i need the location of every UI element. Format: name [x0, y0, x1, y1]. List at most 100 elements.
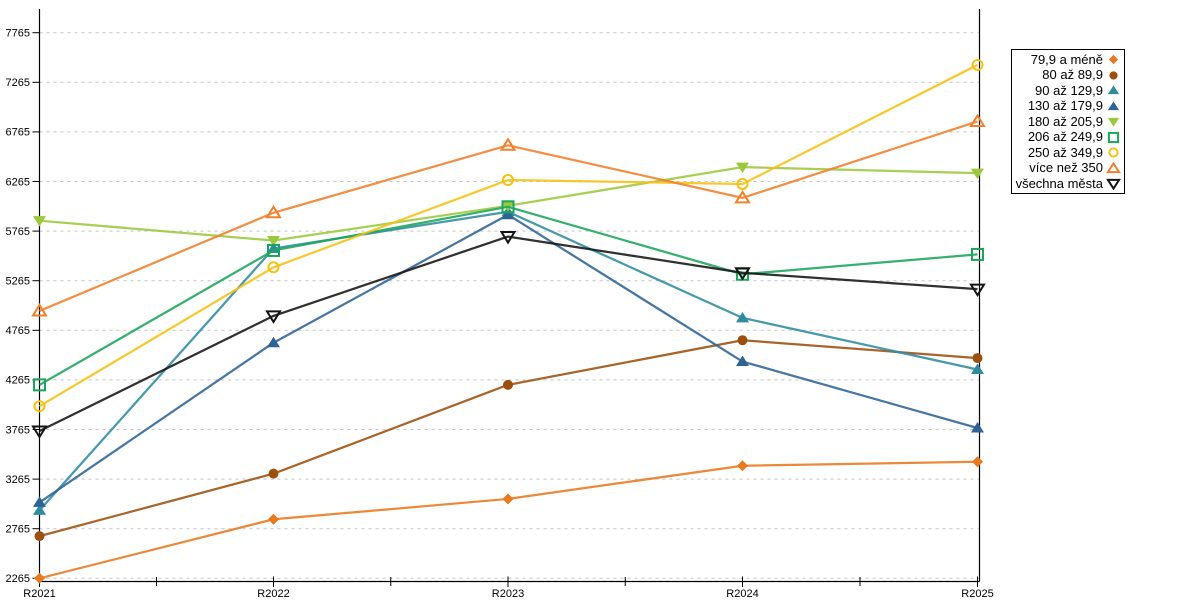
- data-point-marker[interactable]: [1107, 85, 1120, 95]
- legend-item[interactable]: více než 350: [1014, 161, 1121, 175]
- data-point-marker[interactable]: [33, 504, 46, 515]
- data-point-marker[interactable]: [971, 363, 984, 374]
- legend-item[interactable]: 79,9 a méně: [1014, 51, 1121, 67]
- legend-label: 90 až 129,9: [1035, 82, 1103, 98]
- series-line[interactable]: [38, 213, 978, 504]
- data-point-marker[interactable]: [499, 137, 517, 151]
- data-point-marker[interactable]: [1107, 100, 1120, 110]
- data-point-marker[interactable]: [502, 493, 514, 505]
- y-tick-label: 5265: [6, 276, 30, 288]
- data-point-marker[interactable]: [737, 460, 748, 472]
- legend-item[interactable]: 80 až 89,9: [1014, 68, 1121, 82]
- data-point-marker[interactable]: [969, 113, 986, 127]
- series-9: [31, 231, 986, 439]
- data-point-marker[interactable]: [268, 513, 279, 525]
- data-point-marker[interactable]: [267, 261, 280, 274]
- legend-marker-icon: [1108, 147, 1119, 158]
- data-point-marker[interactable]: [737, 335, 748, 346]
- data-point-marker[interactable]: [503, 379, 513, 390]
- series-line[interactable]: [39, 339, 978, 538]
- data-point-marker[interactable]: [267, 243, 280, 257]
- series-3: [33, 205, 984, 515]
- data-point-marker[interactable]: [34, 572, 45, 584]
- legend-label: 250 až 349,9: [1027, 144, 1103, 160]
- y-tick-label: 3765: [6, 424, 30, 436]
- data-point-marker[interactable]: [734, 189, 751, 204]
- data-point-marker[interactable]: [1108, 54, 1119, 65]
- x-tick-label: R2022: [257, 588, 289, 600]
- x-tick-label: R2025: [961, 588, 993, 600]
- data-point-marker[interactable]: [971, 58, 984, 71]
- data-point-marker[interactable]: [34, 531, 45, 542]
- data-point-marker[interactable]: [31, 425, 48, 439]
- series-line[interactable]: [38, 205, 978, 386]
- x-tick-label: R2024: [726, 588, 758, 600]
- data-point-marker[interactable]: [31, 303, 48, 317]
- data-point-marker[interactable]: [501, 200, 515, 214]
- data-point-marker[interactable]: [501, 208, 515, 220]
- data-point-marker[interactable]: [1108, 147, 1119, 158]
- legend-marker-icon: [1109, 70, 1118, 80]
- x-tick-label: R2023: [492, 588, 524, 600]
- data-point-marker[interactable]: [267, 236, 280, 247]
- data-point-marker[interactable]: [1107, 131, 1120, 143]
- y-tick-label: 2765: [6, 524, 30, 536]
- legend-item[interactable]: 90 až 129,9: [1014, 82, 1121, 98]
- x-tick-label: R2021: [23, 588, 55, 600]
- series-line[interactable]: [39, 120, 978, 312]
- data-point-marker[interactable]: [971, 247, 984, 261]
- legend-label: 180 až 205,9: [1027, 113, 1103, 129]
- legend-label: 79,9 a méně: [1030, 51, 1103, 67]
- data-point-marker[interactable]: [1109, 70, 1118, 80]
- data-point-marker[interactable]: [736, 355, 749, 367]
- data-point-marker[interactable]: [1107, 117, 1120, 127]
- data-point-marker[interactable]: [268, 468, 279, 479]
- data-point-marker[interactable]: [736, 311, 749, 323]
- series-line[interactable]: [39, 235, 978, 432]
- data-point-marker[interactable]: [734, 267, 751, 281]
- legend-marker-icon: [1107, 131, 1120, 143]
- data-point-marker[interactable]: [499, 231, 517, 245]
- series-4: [33, 208, 984, 507]
- y-tick-label: 4265: [6, 375, 30, 387]
- legend-marker-icon: [1107, 100, 1120, 110]
- data-point-marker[interactable]: [971, 168, 984, 180]
- data-point-marker[interactable]: [972, 456, 983, 468]
- legend-item[interactable]: 206 až 249,9: [1014, 130, 1121, 144]
- series-line[interactable]: [38, 63, 979, 408]
- series-8: [31, 113, 986, 317]
- data-point-marker[interactable]: [1106, 178, 1121, 190]
- data-point-marker[interactable]: [502, 174, 514, 187]
- legend-marker-icon: [1108, 54, 1119, 65]
- data-point-marker[interactable]: [267, 336, 280, 348]
- y-tick-label: 2265: [6, 573, 30, 585]
- data-point-marker[interactable]: [33, 496, 46, 507]
- y-tick-label: 6765: [6, 127, 30, 139]
- data-point-marker[interactable]: [1106, 161, 1121, 173]
- data-point-marker[interactable]: [33, 400, 46, 413]
- y-tick-label: 5765: [6, 226, 30, 238]
- legend-item[interactable]: všechna města: [1014, 176, 1121, 191]
- y-tick-label: 7265: [6, 77, 30, 89]
- data-point-marker[interactable]: [971, 422, 984, 433]
- data-point-marker[interactable]: [969, 283, 986, 298]
- data-point-marker[interactable]: [736, 177, 749, 190]
- axes: 2265 2765 3265 3765 4265 4765 5265 5765 6265 6765…: [6, 9, 994, 600]
- data-point-marker[interactable]: [33, 216, 46, 227]
- series-6: [33, 200, 984, 392]
- series-2: [34, 335, 983, 542]
- legend-item[interactable]: 180 až 205,9: [1014, 113, 1121, 129]
- legend-item[interactable]: 130 až 179,9: [1014, 99, 1121, 113]
- data-point-marker[interactable]: [736, 162, 749, 174]
- legend-item[interactable]: 250 až 349,9: [1014, 144, 1121, 160]
- y-tick-label: 3265: [6, 474, 30, 486]
- legend-marker-icon: [1107, 117, 1120, 127]
- data-point-marker[interactable]: [33, 378, 46, 392]
- data-point-marker[interactable]: [265, 204, 282, 219]
- legend-marker-icon: [1106, 178, 1121, 190]
- y-tick-label: 6265: [6, 176, 30, 188]
- data-point-marker[interactable]: [265, 310, 282, 324]
- legend-marker-icon: [1106, 161, 1121, 173]
- data-point-marker[interactable]: [972, 353, 983, 364]
